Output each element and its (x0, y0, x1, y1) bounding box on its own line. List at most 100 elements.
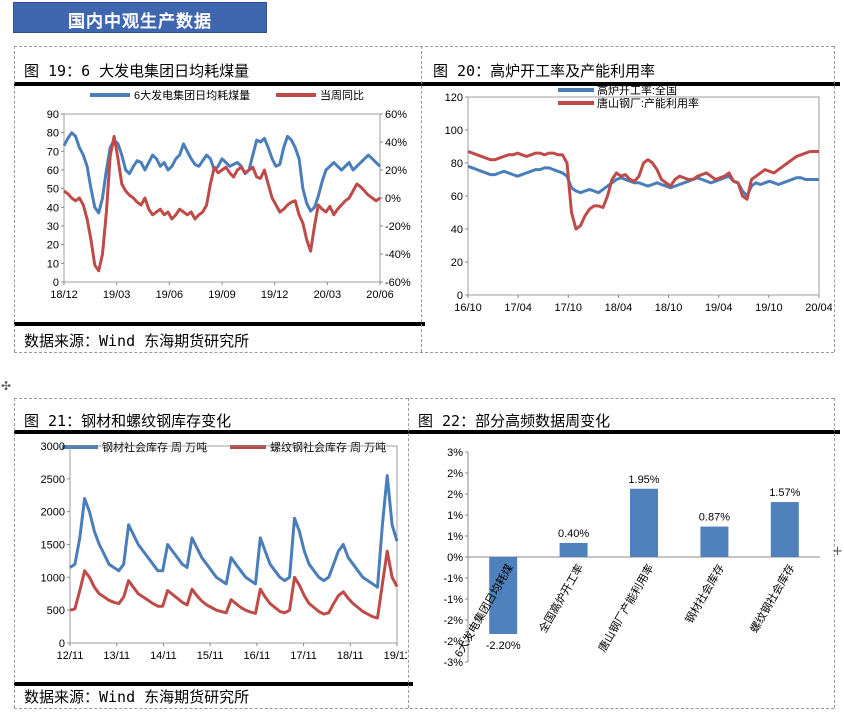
category-label-2: 唐山钢厂产能利用率 (595, 562, 657, 655)
x-tick-label: 18/11 (337, 650, 364, 662)
chart19-caption-rule (14, 82, 425, 86)
y-tick-label: 0 (53, 277, 59, 289)
bar-value-label-2: 1.95% (628, 474, 659, 486)
y2-tick-label: 20% (385, 165, 407, 177)
x-tick-label: 19/06 (156, 289, 184, 301)
bar-3 (700, 526, 729, 557)
y-tick-label: 0 (457, 290, 463, 302)
plot-frame (467, 96, 820, 296)
x-tick-label: 15/11 (197, 650, 224, 662)
chart22-caption-rule (410, 430, 840, 434)
y2-tick-label: -60% (385, 277, 411, 289)
y-tick-label: 3000 (41, 441, 65, 453)
lower-top-divider (14, 398, 834, 399)
chart20-svg: 高炉开工率:全国 唐山钢厂:产能利用率 0 20 40 60 80 100 120 16/10… (445, 84, 832, 314)
y-tick-label: 1% (447, 510, 463, 522)
y-tick-label: 2% (447, 468, 463, 480)
plot-frame (63, 113, 381, 283)
category-label-3: 钢材社会库存 (682, 562, 727, 626)
bar-value-label-0: -2.20% (486, 640, 521, 652)
x-tick-label: 20/06 (366, 289, 394, 301)
y-tick-label: 1% (447, 531, 463, 543)
x-tick-label: 13/11 (103, 650, 130, 662)
x-tick-label: 19/10 (755, 302, 783, 314)
series-line-0 (467, 164, 819, 198)
chart21-title: 图 21：钢材和螺纹钢库存变化 (24, 412, 232, 430)
y-tick-label: 20 (451, 257, 463, 269)
legend-label-coal: 6大发电集团日均耗煤量 (134, 88, 250, 102)
series-line-1 (467, 150, 819, 231)
y-tick-label: 3% (447, 447, 463, 459)
x-tick-label: 14/11 (150, 650, 177, 662)
bar-value-label-3: 0.87% (699, 512, 730, 524)
legend-label-furnace: 高炉开工率:全国 (597, 84, 677, 97)
y-tick-label: 2500 (41, 474, 65, 486)
y-tick-label: 80 (451, 158, 463, 170)
lower-right-border (834, 398, 835, 708)
y-tick-label: 120 (445, 92, 463, 104)
chart20-title: 图 20：高炉开工率及产能利用率 (433, 62, 656, 80)
x-tick-label: 19/04 (705, 302, 733, 314)
x-tick-label: 18/12 (50, 289, 78, 301)
upper-right-border (834, 46, 835, 352)
upper-mid-divider (421, 46, 422, 352)
y-tick-label: 0 (59, 638, 65, 650)
x-tick-label: 16/11 (243, 650, 270, 662)
bar-0 (489, 557, 518, 634)
x-tick-label: 20/04 (805, 302, 832, 314)
x-tick-label: 19/12 (261, 289, 289, 301)
y-tick-label: 60 (47, 165, 59, 177)
x-tick-label: 19/03 (103, 289, 131, 301)
category-label-4: 螺纹钢社会库存 (747, 562, 798, 636)
y-tick-label: 2% (447, 489, 463, 501)
x-tick-label: 20/03 (314, 289, 342, 301)
chart20-legend: 高炉开工率:全国 唐山钢厂:产能利用率 (558, 84, 699, 110)
y-tick-label: 1500 (41, 540, 65, 552)
y-tick-label: 500 (47, 605, 65, 617)
top-divider (14, 46, 834, 47)
y-tick-label: 80 (47, 128, 59, 140)
x-tick-label: 19/11 (384, 650, 407, 662)
series-line-1 (63, 134, 381, 273)
y-tick-label: 40 (47, 202, 59, 214)
x-tick-label: 19/09 (208, 289, 236, 301)
chart21-legend: 钢材社会库存 周 万吨 螺纹钢社会库存 周 万吨 (62, 440, 386, 454)
chart22-title: 图 22：部分高频数据周变化 (418, 412, 611, 430)
y-tick-label: 2000 (41, 507, 65, 519)
y2-tick-label: -40% (385, 249, 411, 261)
y-tick-label: 1000 (41, 572, 65, 584)
x-tick-label: 18/10 (655, 302, 683, 314)
x-tick-label: 18/04 (605, 302, 633, 314)
chart19-svg: 6大发电集团日均耗煤量 当周同比 0 10 20 30 40 50 60 70 80 90 -60%… (47, 88, 411, 301)
y-tick-label: 40 (451, 224, 463, 236)
chart19-bottom-rule (14, 322, 425, 326)
y-tick-label: 30 (47, 221, 59, 233)
legend-label-steel: 钢材社会库存 周 万吨 (102, 440, 207, 454)
lower-bottom-divider (14, 708, 834, 709)
y-tick-label: 0% (447, 552, 463, 564)
plus-icon[interactable]: + (832, 544, 843, 559)
y-tick-label: 10 (47, 258, 59, 270)
move-icon[interactable]: ✣ (1, 379, 12, 393)
x-tick-label: 17/04 (504, 302, 532, 314)
bar-value-label-4: 1.57% (769, 487, 800, 499)
y-tick-label: 50 (47, 184, 59, 196)
lower-mid-divider (408, 398, 409, 708)
chart22-svg: 3%2%2%1%1%0%-1%-1%-2%-2%-3%-2.20%6大发电集团日… (443, 447, 820, 669)
upper-left-border (14, 46, 15, 352)
chart19-legend: 6大发电集团日均耗煤量 当周同比 (90, 88, 364, 102)
y-tick-label: 20 (47, 240, 59, 252)
y-tick-label: 90 (47, 109, 59, 121)
y-tick-label: -2% (443, 615, 463, 627)
series-line-0 (69, 474, 399, 589)
legend-label-tangshan: 唐山钢厂:产能利用率 (597, 96, 699, 110)
y2-tick-label: 40% (385, 137, 407, 149)
x-tick-label: 17/10 (555, 302, 583, 314)
chart19-source: 数据来源：Wind 东海期货研究所 (24, 332, 250, 350)
x-tick-label: 12/11 (57, 650, 84, 662)
series-line-1 (69, 549, 399, 620)
y2-tick-label: 60% (385, 109, 407, 121)
chart19-title: 图 19：6 大发电集团日均耗煤量 (24, 62, 250, 80)
plot-frame (69, 445, 398, 644)
chart21-svg: 钢材社会库存 周 万吨 螺纹钢社会库存 周 万吨 0 500 1000 1500 200… (41, 440, 407, 662)
